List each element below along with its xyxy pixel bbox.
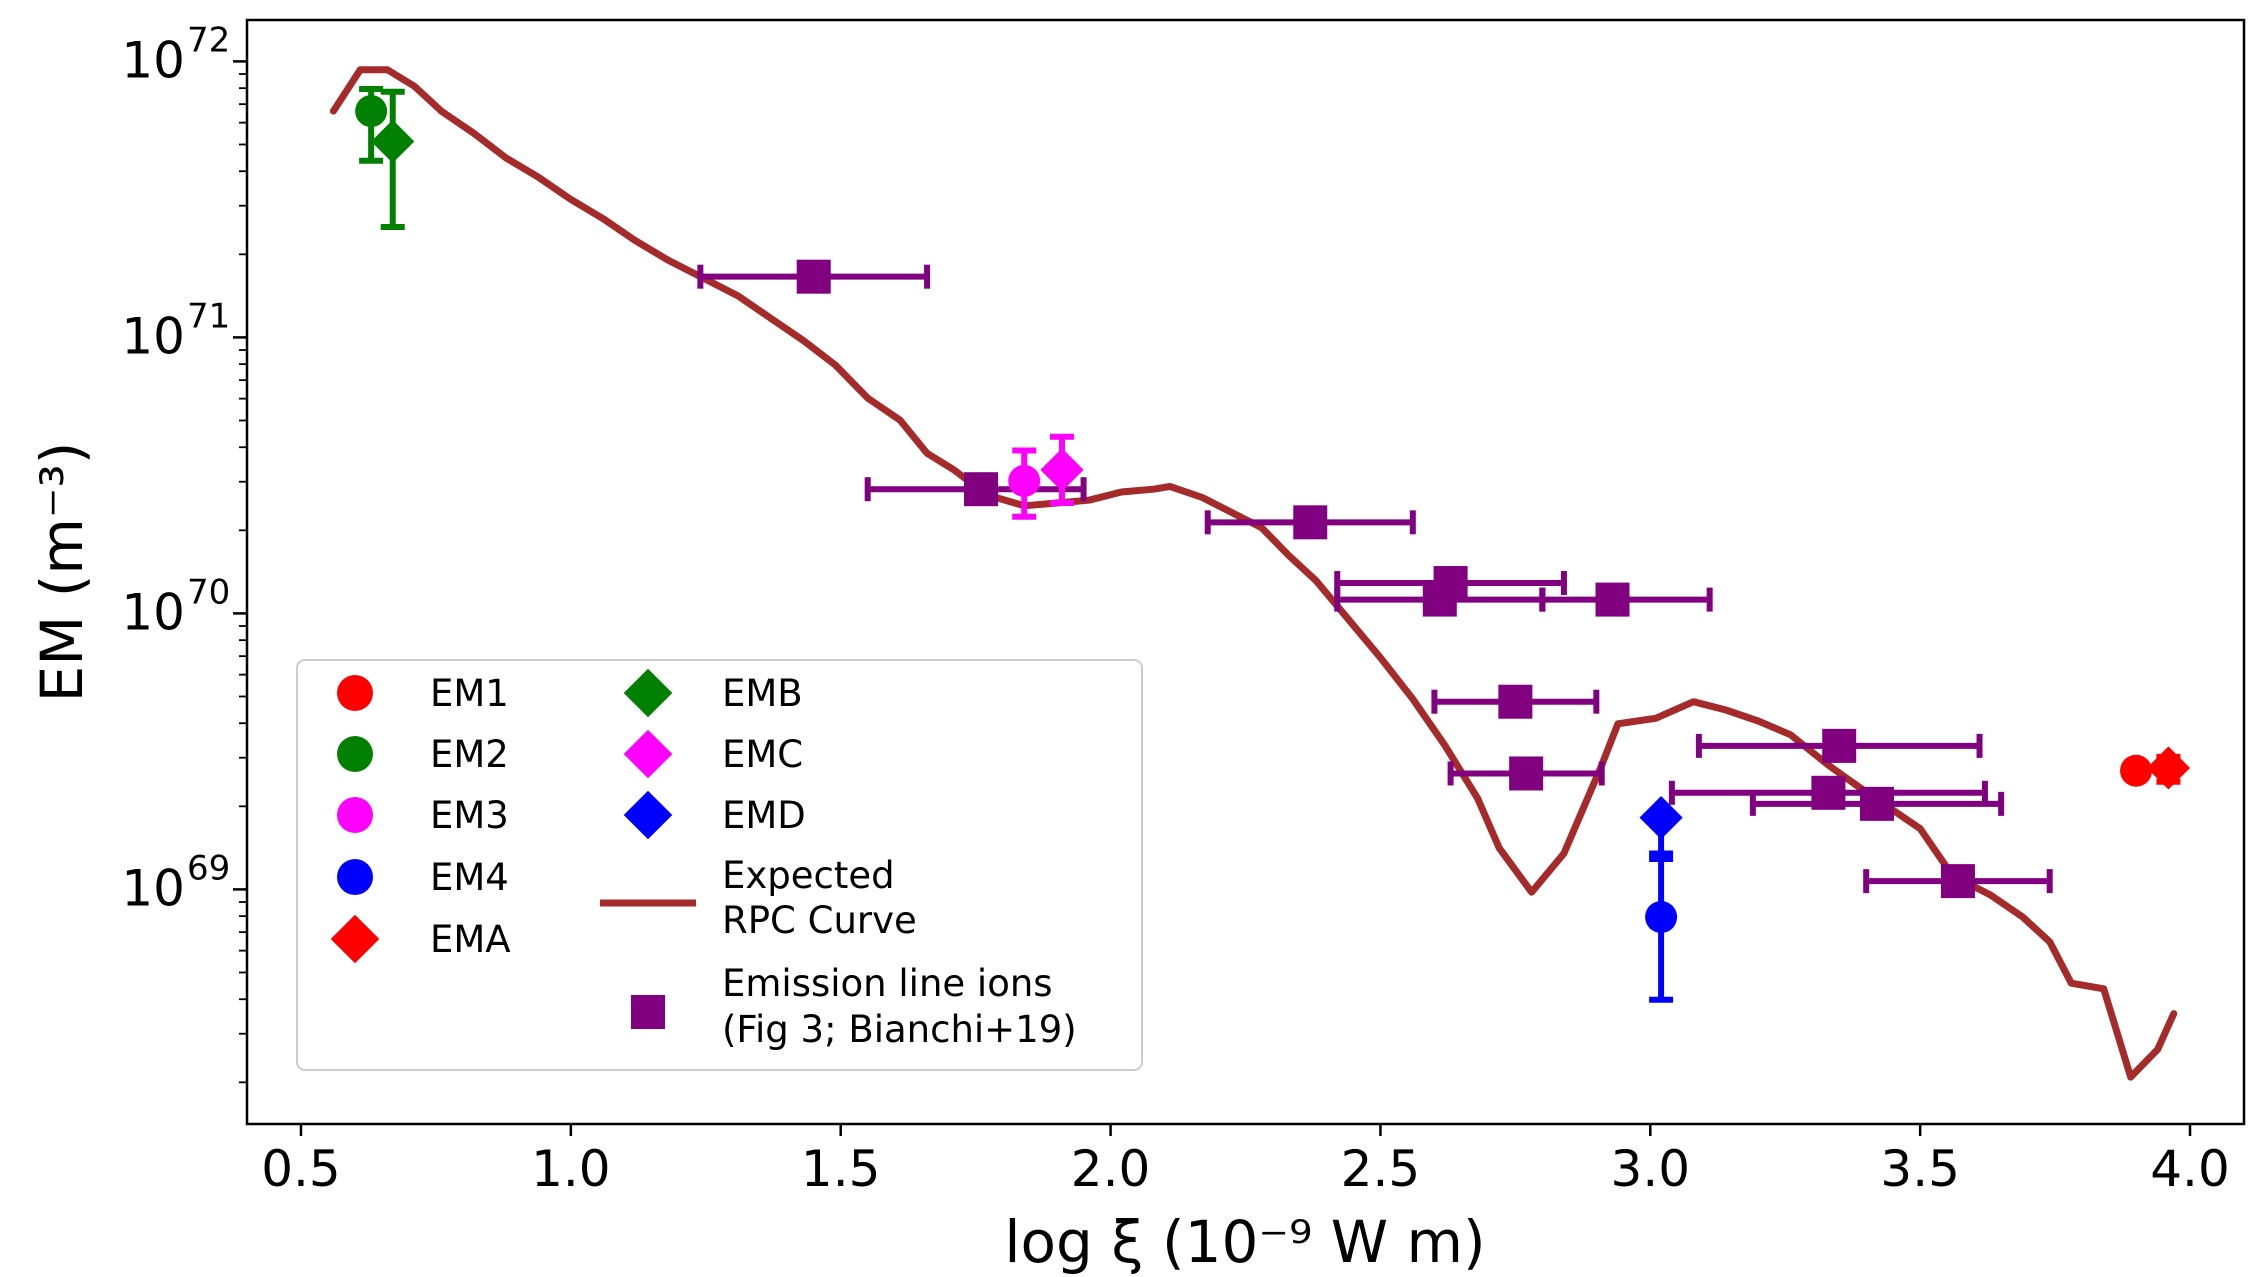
legend-marker xyxy=(337,675,373,711)
data-point xyxy=(1822,728,1857,763)
series-em4 xyxy=(1645,850,1678,1003)
y-tick-exponent: 69 xyxy=(187,848,230,888)
data-point xyxy=(796,259,831,294)
series-emc xyxy=(1040,433,1084,506)
legend-label: EM2 xyxy=(430,733,509,776)
y-tick-exponent: 70 xyxy=(187,572,230,612)
data-point xyxy=(2120,754,2153,787)
y-tick-exponent: 71 xyxy=(187,296,230,336)
legend-marker xyxy=(337,736,373,772)
data-marks-layer xyxy=(355,86,2191,1003)
data-point xyxy=(1645,901,1678,933)
x-tick-label: 1.0 xyxy=(531,1140,611,1198)
data-point xyxy=(1433,566,1468,601)
series-emb xyxy=(371,88,415,230)
legend-label: EMD xyxy=(722,794,806,837)
x-tick-label: 3.5 xyxy=(1880,1140,1960,1198)
legend-marker xyxy=(623,668,673,718)
y-axis-title: EM (m⁻³) xyxy=(28,442,96,703)
series-emd xyxy=(1639,796,1683,863)
data-point xyxy=(1595,582,1630,617)
data-point xyxy=(1509,756,1544,791)
legend-marker xyxy=(631,995,665,1029)
legend-label: EMA xyxy=(430,918,511,961)
y-tick-label: 10 xyxy=(121,31,185,89)
x-tick-label: 4.0 xyxy=(2150,1140,2230,1198)
data-point xyxy=(1293,505,1328,540)
legend-label: EMC xyxy=(722,733,803,776)
series-ema xyxy=(2146,746,2191,790)
legend-marker xyxy=(337,859,373,895)
legend-label: EM1 xyxy=(430,672,509,715)
legend-marker xyxy=(623,729,673,779)
x-tick-label: 2.0 xyxy=(1071,1140,1151,1198)
legend-label: EM3 xyxy=(430,794,509,837)
series-em1 xyxy=(2120,754,2153,787)
legend-box xyxy=(296,659,1143,1071)
x-axis-title: log ξ (10⁻⁹ W m) xyxy=(1004,1208,1485,1276)
data-point xyxy=(1639,796,1683,840)
y-tick-label: 10 xyxy=(121,583,185,641)
data-point xyxy=(964,472,999,507)
series-em3 xyxy=(1008,447,1041,520)
series-emission xyxy=(697,259,2053,899)
x-tick-label: 3.0 xyxy=(1611,1140,1691,1198)
y-tick-exponent: 72 xyxy=(187,20,230,60)
y-tick-label: 10 xyxy=(121,307,185,365)
data-point xyxy=(1859,786,1894,821)
legend-label: RPC Curve xyxy=(722,899,917,942)
y-tick-label: 10 xyxy=(121,859,185,917)
x-tick-label: 0.5 xyxy=(261,1140,341,1198)
plot-frame xyxy=(245,18,2246,1126)
data-point xyxy=(1040,448,1084,492)
series-em2 xyxy=(355,86,388,164)
data-point xyxy=(355,95,388,128)
legend-label: Expected xyxy=(722,854,895,897)
legend-label: EMB xyxy=(722,672,803,715)
data-point xyxy=(1940,864,1975,899)
data-point xyxy=(1498,684,1533,719)
legend-label: EM4 xyxy=(430,856,509,899)
x-tick-label: 2.5 xyxy=(1341,1140,1421,1198)
data-point xyxy=(1008,464,1041,497)
legend-label: (Fig 3; Bianchi+19) xyxy=(722,1008,1077,1051)
data-point xyxy=(371,119,415,164)
legend-marker xyxy=(330,914,380,964)
legend-label: Emission line ions xyxy=(722,962,1053,1005)
data-point xyxy=(2146,746,2191,790)
legend-marker xyxy=(623,790,673,840)
legend-marker xyxy=(337,797,373,833)
x-tick-label: 1.5 xyxy=(801,1140,881,1198)
